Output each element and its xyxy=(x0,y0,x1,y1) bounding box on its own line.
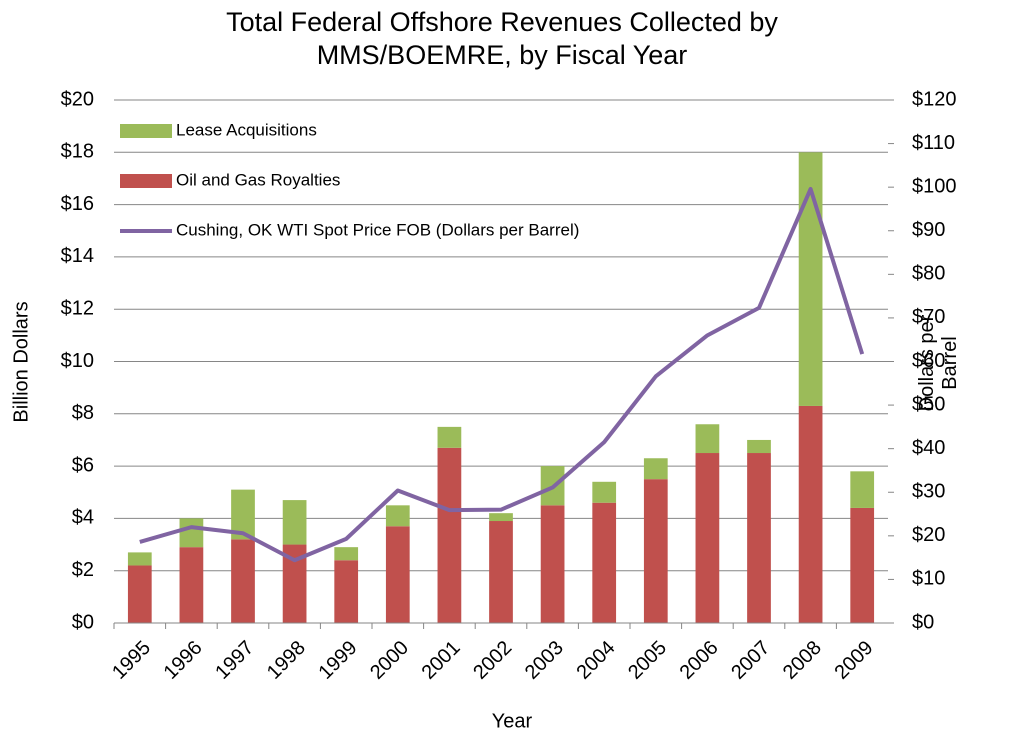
bar xyxy=(747,439,771,454)
x-tick-label: 2005 xyxy=(624,637,671,684)
y-tick-label: $14 xyxy=(61,245,94,267)
x-tick-label: 2009 xyxy=(830,637,877,684)
legend-label: Oil and Gas Royalties xyxy=(176,170,340,189)
bar xyxy=(695,424,720,454)
chart-title: Total Federal Offshore Revenues Collecte… xyxy=(226,7,778,70)
bar xyxy=(282,544,307,623)
legend-label: Lease Acquisitions xyxy=(176,120,317,139)
y2-tick-label: $120 xyxy=(912,88,957,110)
bar xyxy=(850,471,875,508)
y-tick-label: $18 xyxy=(61,141,94,163)
legend-label: Cushing, OK WTI Spot Price FOB (Dollars … xyxy=(176,220,579,239)
y-tick-label: $8 xyxy=(72,402,94,424)
x-tick-label: 2004 xyxy=(572,637,619,684)
x-tick-label: 2008 xyxy=(779,637,826,684)
y2-tick-label: $30 xyxy=(912,481,945,503)
bar xyxy=(643,458,668,480)
y-tick-label: $6 xyxy=(72,454,94,476)
bar xyxy=(127,565,152,623)
bar xyxy=(850,507,875,623)
y2-tick-label: $10 xyxy=(912,568,945,590)
x-tick-label: 1997 xyxy=(211,637,258,684)
y2-tick-label: $40 xyxy=(912,437,945,459)
y2-tick-label: $110 xyxy=(912,132,955,154)
y2-tick-label: $100 xyxy=(912,175,957,197)
bar xyxy=(385,526,410,623)
y-tick-label: $0 xyxy=(72,611,94,633)
y2-tick-label: $60 xyxy=(912,350,945,372)
bar xyxy=(437,447,462,623)
line-series xyxy=(139,186,865,563)
x-tick-label: 1996 xyxy=(160,637,207,684)
y2-tick-label: $50 xyxy=(912,393,945,415)
x-tick-label: 2002 xyxy=(469,637,516,684)
x-tick-label: 1995 xyxy=(108,637,155,684)
x-tick-label: 2007 xyxy=(727,637,774,684)
y-tick-label: $4 xyxy=(72,507,94,529)
y2-tick-label: $0 xyxy=(912,611,934,633)
bar xyxy=(592,481,617,503)
legend-swatch xyxy=(120,174,172,188)
bar xyxy=(592,502,617,623)
y-tick-label: $20 xyxy=(61,88,94,110)
bar xyxy=(489,521,513,623)
x-tick-label: 2001 xyxy=(418,637,465,684)
bar xyxy=(540,505,565,623)
bar xyxy=(127,552,152,566)
legend-swatch xyxy=(120,124,172,138)
bar xyxy=(282,500,307,545)
bar xyxy=(231,489,255,540)
bar xyxy=(231,539,255,623)
bar xyxy=(385,505,410,527)
x-tick-label: 2003 xyxy=(521,637,568,684)
bar xyxy=(798,405,823,623)
y2-tick-label: $80 xyxy=(912,263,945,285)
y-tick-label: $12 xyxy=(61,297,94,319)
x-tick-label: 2006 xyxy=(676,637,723,684)
bar xyxy=(695,453,720,623)
bar xyxy=(798,152,823,406)
x-tick-label: 1998 xyxy=(263,637,310,684)
y2-tick-label: $20 xyxy=(912,524,945,546)
y2-tick-label: $70 xyxy=(912,306,945,328)
bar xyxy=(747,453,771,623)
y-tick-label: $16 xyxy=(61,193,94,215)
y-tick-label: $10 xyxy=(61,350,94,372)
y2-tick-label: $90 xyxy=(912,219,945,241)
bar xyxy=(179,518,204,548)
bar xyxy=(643,479,668,623)
x-tick-label: 1999 xyxy=(314,637,361,684)
y-axis-title: Billion Dollars xyxy=(10,301,32,422)
x-axis-title: Year xyxy=(492,710,533,732)
y-tick-label: $2 xyxy=(72,559,94,581)
bar xyxy=(334,547,359,561)
bar xyxy=(437,426,462,448)
bar xyxy=(489,513,513,522)
bar xyxy=(179,547,204,623)
bar xyxy=(334,560,359,623)
x-tick-label: 2000 xyxy=(366,637,413,684)
